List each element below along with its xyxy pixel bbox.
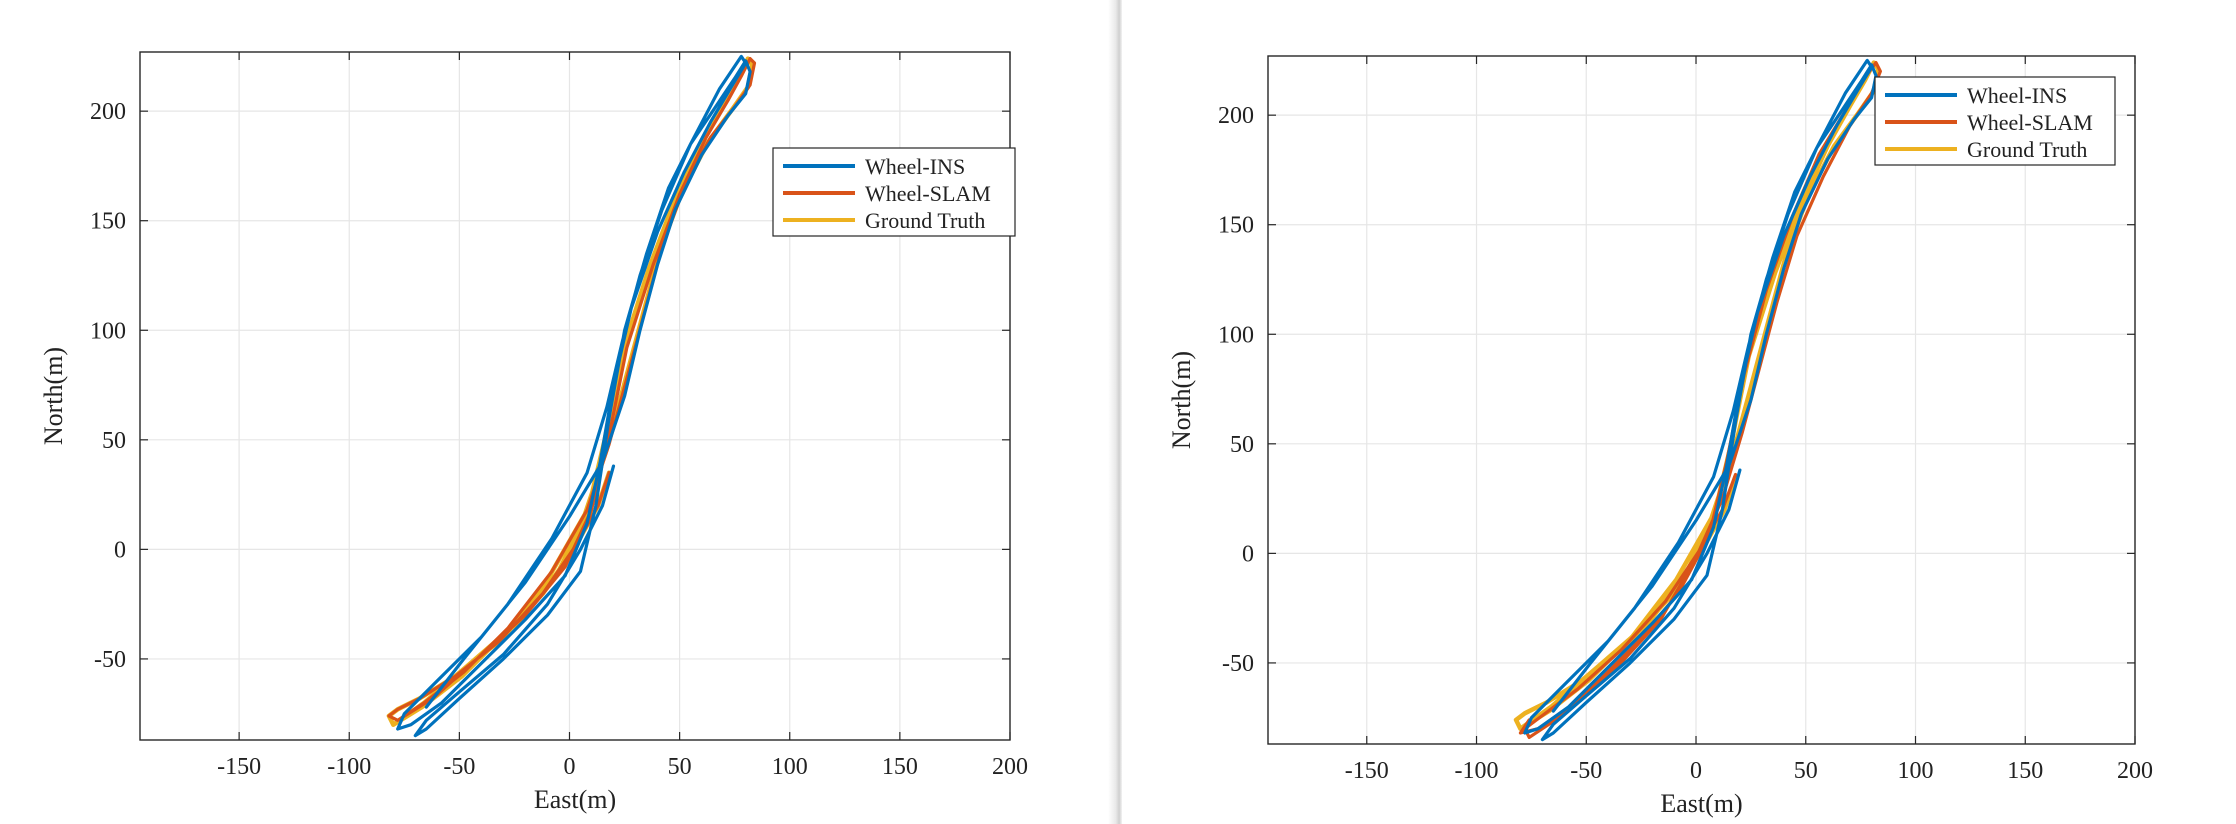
y-tick-label: 0 — [114, 537, 126, 563]
legend-label: Ground Truth — [1967, 137, 2087, 162]
legend-label: Wheel-SLAM — [1967, 110, 2093, 135]
series-group — [1513, 58, 1883, 742]
x-axis-label: East(m) — [534, 785, 616, 814]
x-tick-label: -50 — [443, 754, 475, 780]
plot-area — [1268, 56, 2135, 744]
legend-label: Ground Truth — [865, 208, 985, 233]
trajectory-chart-left: -150 -100 -50 0 50 100 150 200 -50 0 50 100 150 200 Ea… — [39, 51, 1028, 814]
series-group — [386, 54, 757, 738]
y-tick-label: 150 — [1218, 213, 1254, 239]
legend-label: Wheel-SLAM — [865, 181, 991, 206]
x-tick-label: -100 — [327, 754, 371, 780]
x-tick-label: 150 — [882, 754, 918, 780]
y-tick-label: 50 — [102, 428, 126, 454]
x-tick-label: -100 — [1455, 758, 1499, 784]
y-tick-label: 100 — [1218, 322, 1254, 348]
trajectory-chart-right: -150 -100 -50 0 50 100 150 200 -50 0 50 100 150 200 Ea… — [1167, 55, 2153, 818]
x-tick-label: 150 — [2007, 758, 2043, 784]
y-tick-label: -50 — [94, 647, 126, 673]
legend-label: Wheel-INS — [865, 154, 965, 179]
x-tick-label: -50 — [1570, 758, 1602, 784]
x-tick-label: 50 — [668, 754, 692, 780]
x-tick-label: 0 — [563, 754, 575, 780]
x-axis-label: East(m) — [1660, 789, 1742, 818]
x-tick-label: -150 — [1345, 758, 1389, 784]
legend-label: Wheel-INS — [1967, 83, 2067, 108]
axes-box — [139, 51, 1011, 741]
y-axis-label: North(m) — [1167, 351, 1196, 449]
window-divider — [1108, 0, 1122, 824]
x-tick-label: -150 — [217, 754, 261, 780]
series-line-wheel-ins — [396, 54, 752, 738]
y-tick-label: 0 — [1242, 541, 1254, 567]
x-tick-label: 50 — [1794, 758, 1818, 784]
y-axis-label: North(m) — [39, 347, 68, 445]
x-tick-label: 200 — [992, 754, 1028, 780]
tick-group: -150 -100 -50 0 50 100 150 200 -50 0 50 100 150 200 — [1218, 56, 2153, 784]
y-tick-label: 200 — [1218, 103, 1254, 129]
series-line-wheel-ins — [1523, 58, 1878, 742]
axes-box — [1267, 55, 2136, 745]
x-tick-label: 100 — [772, 754, 808, 780]
y-tick-label: 150 — [90, 209, 126, 235]
y-tick-label: 200 — [90, 99, 126, 125]
tick-group: -150 -100 -50 0 50 100 150 200 -50 0 50 100 150 200 — [90, 52, 1028, 780]
x-tick-label: 200 — [2117, 758, 2153, 784]
x-tick-label: 100 — [1898, 758, 1934, 784]
x-tick-label: 0 — [1690, 758, 1702, 784]
y-tick-label: 100 — [90, 318, 126, 344]
y-tick-label: -50 — [1222, 651, 1254, 677]
y-tick-label: 50 — [1230, 432, 1254, 458]
